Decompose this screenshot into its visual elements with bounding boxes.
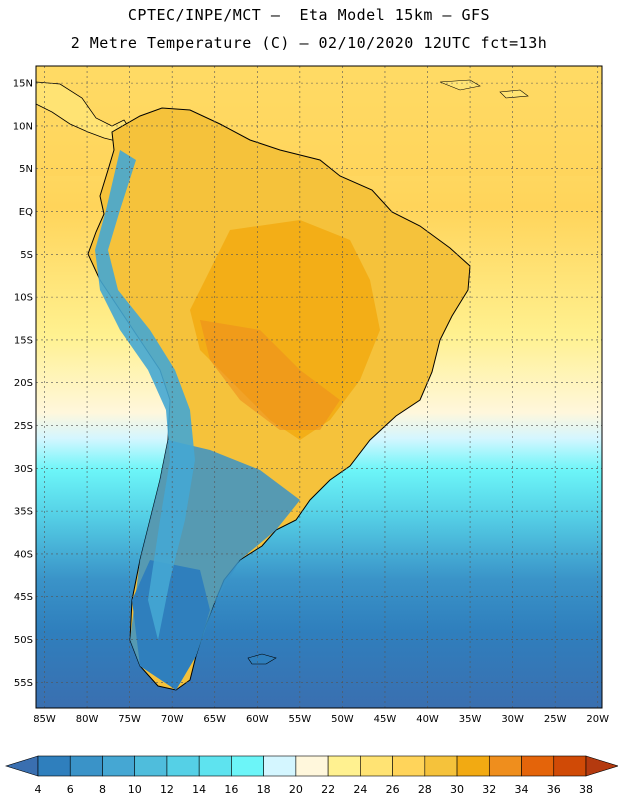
colorbar-label: 4 <box>35 783 42 796</box>
andes-cold-strip <box>95 150 195 640</box>
lon-tick-label: 80W <box>76 714 99 725</box>
lat-tick-label: 5S <box>20 250 33 261</box>
colorbar-label: 22 <box>321 783 335 796</box>
colorbar-label: 34 <box>515 783 529 796</box>
lon-tick-label: 35W <box>459 714 482 725</box>
lon-tick-label: 55W <box>289 714 312 725</box>
lat-tick-label: 10S <box>14 293 33 304</box>
map-subtitle: 2 Metre Temperature (C) – 02/10/2020 12U… <box>70 34 548 52</box>
colorbar-high-arrow <box>585 755 618 777</box>
graticule <box>36 66 602 708</box>
lat-tick-label: 15S <box>14 335 33 346</box>
lat-tick-label: 35S <box>14 507 33 518</box>
colorbar-label: 30 <box>450 783 464 796</box>
colorbar-cell <box>263 755 297 777</box>
colorbar-cells <box>4 755 618 777</box>
colorbar-label: 28 <box>418 783 432 796</box>
lat-tick-label: 20S <box>14 378 33 389</box>
colorbar-low-arrow <box>4 755 39 777</box>
lat-tick-label: EQ <box>19 207 33 218</box>
colorbar-label: 10 <box>128 783 142 796</box>
central-hot-zone <box>200 320 340 430</box>
colorbar: 4 6 8 10 12 14 16 18 20 22 24 26 28 30 32 34 36 38 <box>4 755 618 796</box>
lat-tick-label: 55S <box>14 678 33 689</box>
colorbar-label: 32 <box>482 783 496 796</box>
caribbean-islands <box>439 79 529 99</box>
colorbar-cell <box>37 755 71 777</box>
colorbar-cell <box>102 755 136 777</box>
colorbar-cell <box>166 755 200 777</box>
colorbar-label: 8 <box>99 783 106 796</box>
colorbar-label: 24 <box>353 783 367 796</box>
colorbar-cell <box>521 755 555 777</box>
lat-tick-label: 10N <box>13 121 33 132</box>
colorbar-cell <box>134 755 168 777</box>
colorbar-cell <box>553 755 587 777</box>
lon-tick-label: 45W <box>374 714 397 725</box>
colorbar-cell <box>488 755 522 777</box>
lon-tick-label: 50W <box>331 714 354 725</box>
colorbar-label: 26 <box>386 783 400 796</box>
colorbar-cell <box>327 755 361 777</box>
map-frame <box>35 65 603 709</box>
colorbar-label: 14 <box>192 783 206 796</box>
lat-tick-label: 30S <box>14 464 33 475</box>
colorbar-label: 16 <box>224 783 238 796</box>
colorbar-cell <box>295 755 329 777</box>
colorbar-label: 36 <box>547 783 561 796</box>
colorbar-cell <box>456 755 490 777</box>
colorbar-label: 12 <box>160 783 174 796</box>
colorbar-cell <box>424 755 458 777</box>
lat-tick-label: 50S <box>14 635 33 646</box>
colorbar-labels: 4 6 8 10 12 14 16 18 20 22 24 26 28 30 32 34 36 38 <box>35 783 594 796</box>
longitude-labels: 85W 80W 75W 70W 65W 60W 55W 50W 45W 40W 35W 30W 25W 2… <box>33 714 609 725</box>
lat-tick-label: 25S <box>14 421 33 432</box>
colorbar-label: 38 <box>579 783 593 796</box>
lon-tick-label: 65W <box>203 714 226 725</box>
colorbar-label: 18 <box>257 783 271 796</box>
colorbar-cell <box>198 755 232 777</box>
colorbar-cell <box>69 755 103 777</box>
lon-tick-label: 60W <box>246 714 269 725</box>
lon-tick-label: 30W <box>501 714 524 725</box>
falkland-islands <box>247 653 277 665</box>
lat-tick-label: 40S <box>14 549 33 560</box>
colorbar-cell <box>360 755 393 777</box>
lat-tick-label: 45S <box>14 592 33 603</box>
lat-tick-label: 5N <box>19 164 33 175</box>
lon-tick-label: 75W <box>118 714 141 725</box>
map-title: CPTEC/INPE/MCT – Eta Model 15km – GFS <box>127 6 491 24</box>
lon-tick-label: 20W <box>586 714 609 725</box>
lat-tick-label: 15N <box>13 79 33 90</box>
latitude-labels: 15N 10N 5N EQ 5S 10S 15S 20S 25S 30S 35S 40S 45S 50S 5… <box>13 79 33 689</box>
colorbar-cell <box>392 755 426 777</box>
lon-tick-label: 85W <box>33 714 56 725</box>
lon-tick-label: 70W <box>161 714 184 725</box>
colorbar-label: 6 <box>67 783 74 796</box>
lon-tick-label: 40W <box>416 714 439 725</box>
colorbar-cell <box>231 755 264 777</box>
lon-tick-label: 25W <box>544 714 567 725</box>
colorbar-label: 20 <box>289 783 303 796</box>
